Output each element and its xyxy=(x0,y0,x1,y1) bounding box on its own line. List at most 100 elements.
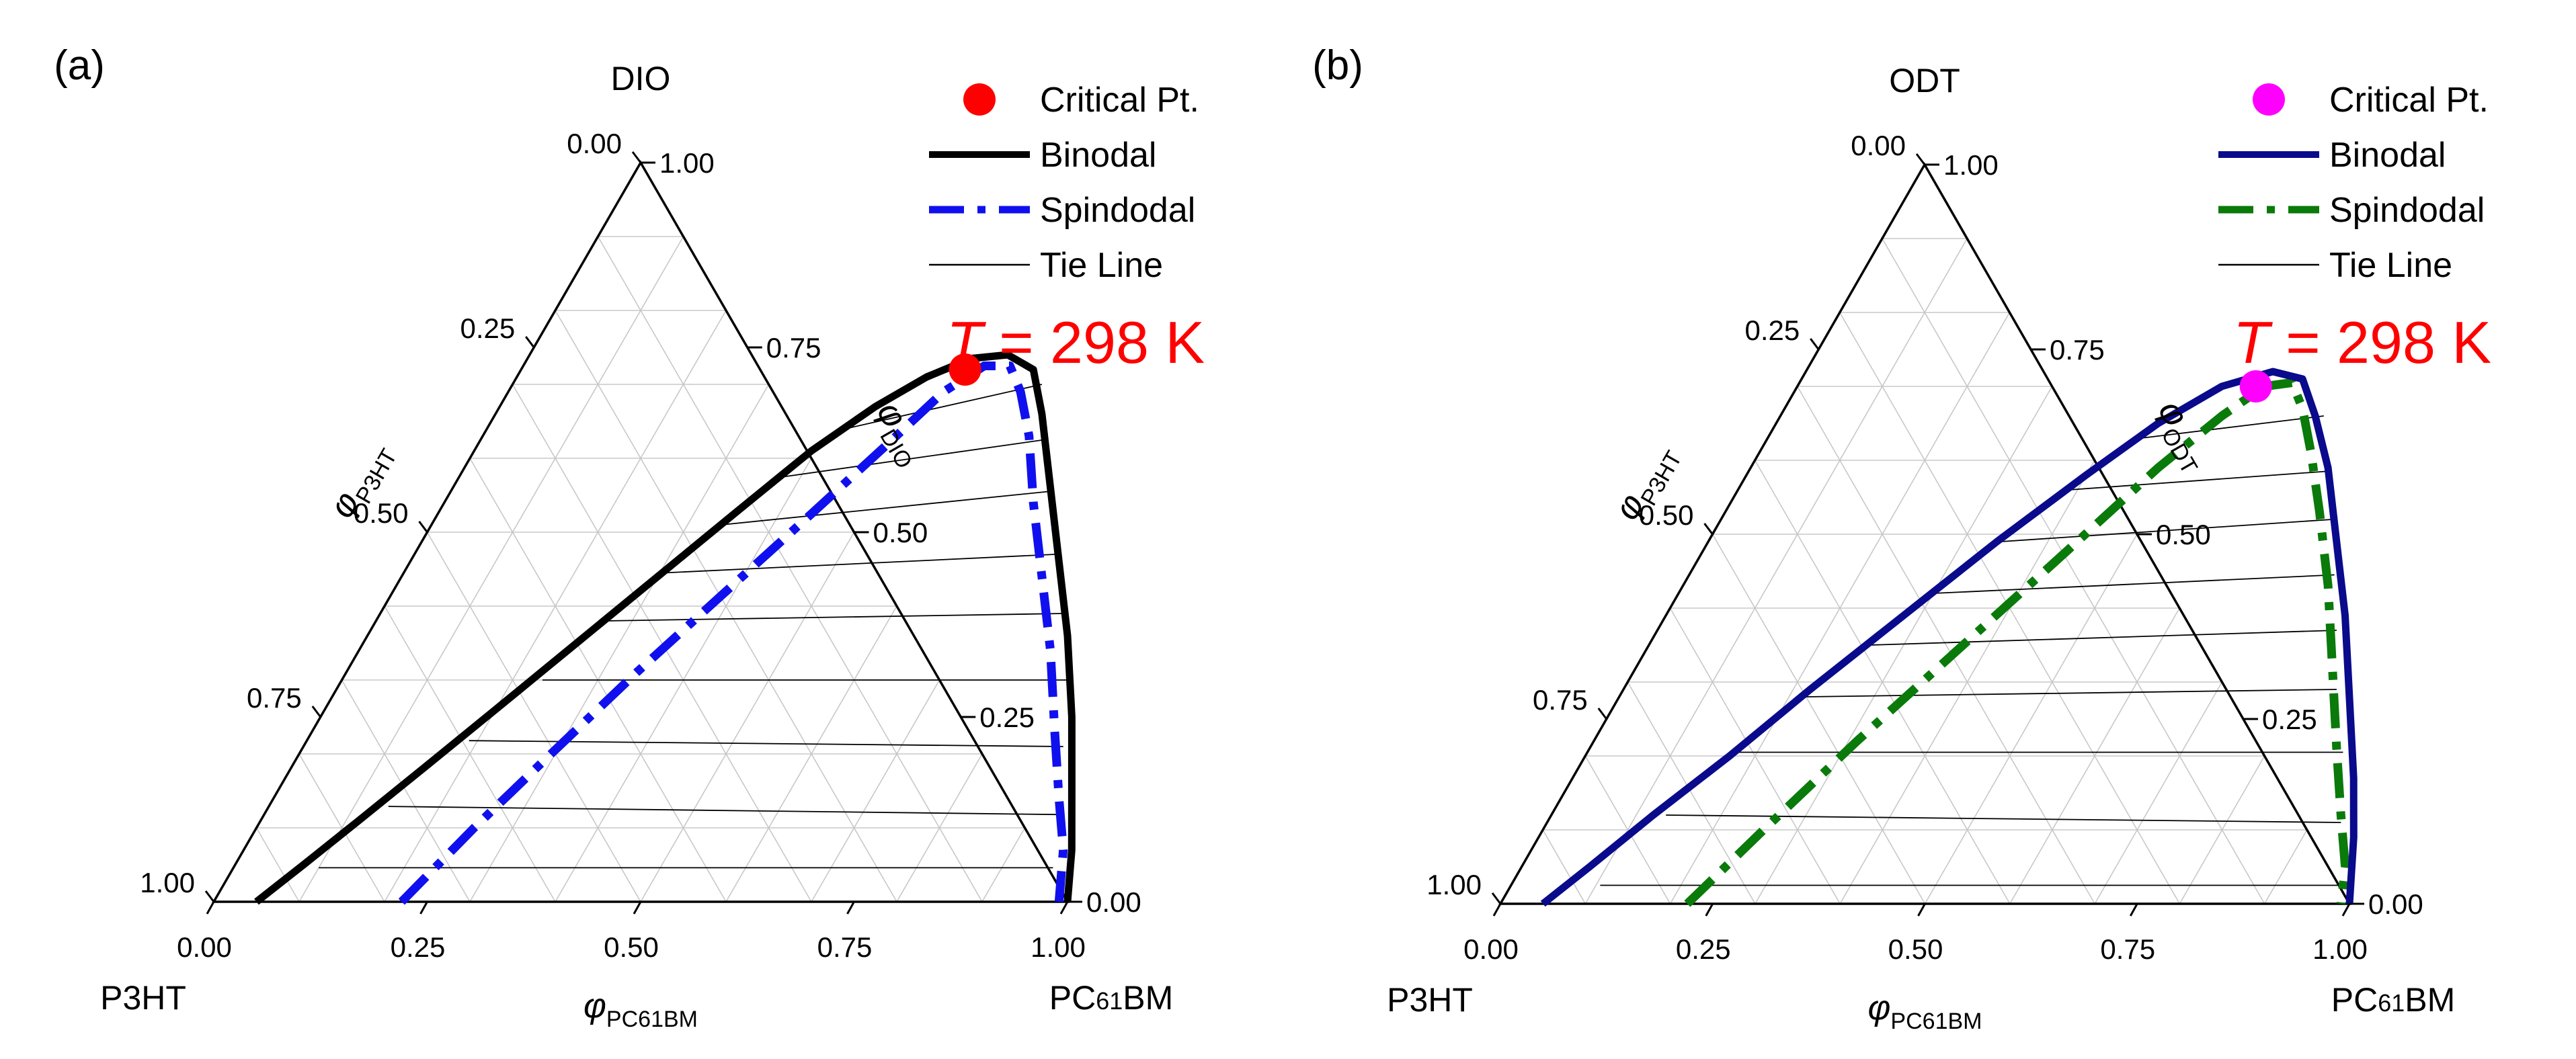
legend-label: Critical Pt. xyxy=(1040,81,1199,120)
tick-label-right: 0.00 xyxy=(1086,886,1141,918)
tick-label-right: 0.75 xyxy=(766,332,821,364)
tick-bottom xyxy=(206,901,215,915)
temperature-label: T = 298 K xyxy=(2233,309,2491,376)
legend-label: Critical Pt. xyxy=(2329,81,2489,120)
tick-bottom xyxy=(2129,903,2138,917)
tie-line xyxy=(388,806,1059,816)
tick-bottom xyxy=(1492,903,1502,917)
grid-line-pc61bm xyxy=(811,679,940,902)
grid-line-p3ht xyxy=(1797,386,2095,904)
grid-line-p3ht xyxy=(1542,829,1586,904)
grid-line-p3ht xyxy=(1882,238,2265,904)
tick-left xyxy=(1703,523,1714,535)
grid-line-p3ht xyxy=(1712,534,1926,904)
vertex-label-left: P3HT xyxy=(1387,981,1473,1019)
vertex-label-top: DIO xyxy=(611,60,671,97)
legend-label: Binodal xyxy=(2329,136,2446,175)
tie-line xyxy=(2068,470,2327,491)
tick-label-bottom: 0.25 xyxy=(1676,933,1731,965)
tick-label-right: 0.00 xyxy=(2368,888,2423,920)
tick-label-bottom: 0.25 xyxy=(391,931,446,963)
tie-line xyxy=(2001,519,2333,542)
tick-label-bottom: 0.00 xyxy=(1463,933,1519,965)
vertex-label-top: ODT xyxy=(1889,62,1960,99)
panel-label: (a) xyxy=(54,42,105,89)
tie-line xyxy=(606,613,1063,622)
grid-line-p3ht xyxy=(1584,755,1671,904)
binodal-curve xyxy=(254,351,1076,905)
tick-left xyxy=(1810,338,1820,350)
grid-line-pc61bm xyxy=(2264,829,2308,904)
grid-line-pc61bm xyxy=(2009,607,2180,904)
tie-line xyxy=(663,554,1055,574)
critical-point-marker xyxy=(2239,370,2272,403)
spinodal-curve xyxy=(398,362,1068,905)
tick-label-bottom: 1.00 xyxy=(1031,931,1086,963)
tick-label-right: 0.50 xyxy=(873,517,928,548)
tick-label-left: 0.00 xyxy=(1851,130,1906,161)
grid-line-pc61bm xyxy=(1755,386,2053,904)
tie-line xyxy=(783,439,1045,478)
grid-line-p3ht xyxy=(341,679,471,902)
tick-left xyxy=(1915,153,1926,165)
legend-label: Spindodal xyxy=(1040,191,1195,230)
critical-point-marker xyxy=(949,353,981,386)
grid-line-pc61bm xyxy=(981,827,1026,902)
tick-label-right: 0.50 xyxy=(2156,519,2211,550)
spinodal-curve xyxy=(1684,378,2350,907)
tick-label-left: 0.75 xyxy=(247,682,302,714)
grid-line-pc61bm xyxy=(640,532,855,902)
tick-label-left: 0.50 xyxy=(354,497,409,529)
tick-label-left: 0.50 xyxy=(1639,499,1694,531)
ternary-panel-a: 0.00 0.00 0.00 0.25 0.25 0.25 0.50 0.50 0.50 0.75… xyxy=(54,42,1205,1032)
grid-line-pc61bm xyxy=(469,384,770,902)
tick-left xyxy=(631,151,642,163)
grid-line-pc61bm xyxy=(2179,755,2265,904)
tick-left xyxy=(204,890,215,902)
tick-label-bottom: 0.75 xyxy=(2100,933,2155,965)
grid-line-pc61bm xyxy=(896,753,983,902)
tick-label-right: 1.00 xyxy=(659,147,715,179)
tick-bottom xyxy=(2341,903,2351,917)
tick-left xyxy=(418,521,428,533)
legend: Critical Pt. Binodal Spindodal Tie Line xyxy=(929,81,1199,285)
tick-label-bottom: 0.50 xyxy=(604,931,659,963)
tick-label-bottom: 0.00 xyxy=(177,931,232,963)
tick-label-left: 1.00 xyxy=(140,867,195,898)
grid-line-pc61bm xyxy=(1584,238,1968,904)
tie-line xyxy=(1666,814,2341,823)
axis-label-bottom: φPC61BM xyxy=(583,986,698,1032)
axis-label-bottom: φPC61BM xyxy=(1868,988,1982,1034)
ternary-panel-b: 0.00 0.00 0.00 0.25 0.25 0.25 0.50 0.50 0.50 0.75… xyxy=(1312,42,2491,1034)
tick-label-right: 0.25 xyxy=(979,702,1035,733)
tick-bottom xyxy=(1705,903,1714,917)
grid-line-pc61bm xyxy=(2094,681,2223,904)
tick-label-left: 1.00 xyxy=(1426,869,1482,900)
tick-label-bottom: 1.00 xyxy=(2312,933,2368,965)
grid-line-p3ht xyxy=(298,753,385,902)
grid-line-p3ht xyxy=(255,827,300,902)
tie-line xyxy=(721,491,1049,525)
vertex-label-left: P3HT xyxy=(100,979,186,1017)
legend-label: Binodal xyxy=(1040,136,1156,175)
tick-bottom xyxy=(846,901,855,915)
tick-label-left: 0.25 xyxy=(460,312,516,344)
legend-label: Tie Line xyxy=(1040,246,1163,285)
vertex-label-right: PC61BM xyxy=(1049,979,1174,1017)
legend-label: Spindodal xyxy=(2329,191,2485,230)
tie-line xyxy=(2141,415,2324,439)
grid-line-pc61bm xyxy=(1924,534,2138,904)
grid-line-p3ht xyxy=(597,236,983,902)
temperature-label: T = 298 K xyxy=(947,309,1205,376)
tick-left xyxy=(525,336,535,348)
grid-line-p3ht xyxy=(384,605,556,902)
vertex-label-right: PC61BM xyxy=(2331,981,2456,1019)
tick-label-right: 0.25 xyxy=(2262,704,2317,735)
tie-line xyxy=(1869,630,2337,646)
tick-bottom xyxy=(1917,903,1926,917)
legend: Critical Pt. Binodal Spindodal Tie Line xyxy=(2218,81,2489,285)
tick-label-left: 0.25 xyxy=(1745,314,1800,346)
tie-line xyxy=(1806,689,2337,697)
grid-line-p3ht xyxy=(426,532,641,902)
